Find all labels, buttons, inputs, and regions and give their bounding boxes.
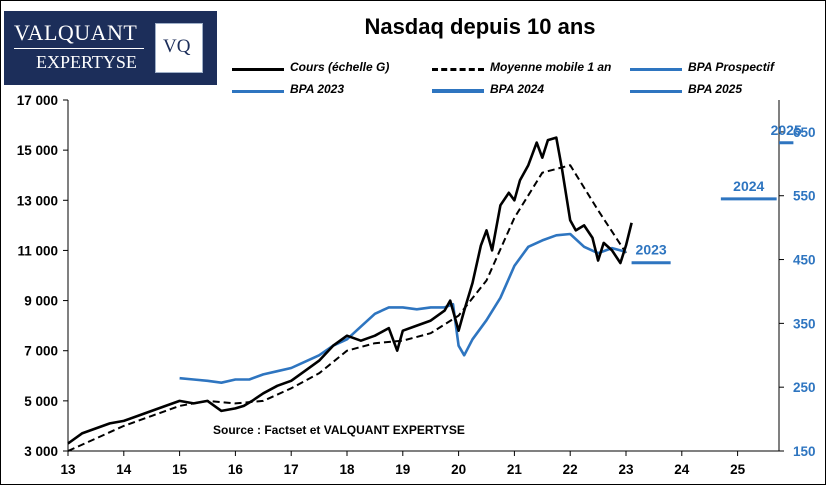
- legend-label-eps-forward: BPA Prospectif: [688, 60, 775, 74]
- eps-target-label-2024: 2024: [733, 178, 764, 194]
- legend-swatch-eps-forward: [630, 68, 682, 71]
- x-tick-label: 25: [730, 462, 746, 477]
- y-left-tick-label: 17 000: [17, 93, 58, 108]
- legend-label-price: Cours (échelle G): [290, 60, 390, 74]
- x-tick-label: 19: [395, 462, 410, 477]
- legend-label-eps-2025: BPA 2025: [688, 82, 743, 96]
- series-line-price: [67, 136, 633, 445]
- chart-title: Nasdaq depuis 10 ans: [364, 14, 596, 39]
- brand-mark-text: VQ: [163, 36, 191, 57]
- y-right-tick-label: 250: [793, 380, 816, 395]
- x-tick-label: 21: [507, 462, 523, 477]
- brand-name-line1: VALQUANT: [14, 20, 138, 45]
- y-right-tick-label: 350: [793, 316, 816, 331]
- y-right-tick-label: 650: [793, 125, 816, 140]
- legend-swatch-eps-2025: [630, 90, 682, 93]
- legend-label-eps-2023: BPA 2023: [290, 82, 345, 96]
- x-tick-label: 13: [60, 462, 76, 477]
- legend-swatch-eps-2023: [232, 90, 284, 93]
- brand-logo: VALQUANT EXPERTYSE VQ: [4, 11, 217, 85]
- brand-rule: [14, 48, 144, 49]
- legend-swatch-average: [432, 68, 484, 71]
- y-left-tick-label: 13 000: [17, 193, 58, 208]
- y-left-tick-label: 15 000: [17, 143, 58, 158]
- y-left-tick-label: 3 000: [24, 444, 58, 459]
- y-right-tick-label: 550: [793, 189, 816, 204]
- eps-target-label-2025: 2025: [771, 122, 802, 138]
- series-line-moving-average: [67, 164, 627, 452]
- x-tick-label: 20: [451, 462, 466, 477]
- x-tick-label: 15: [172, 462, 188, 477]
- series-line-eps-forward: [179, 232, 627, 385]
- y-left-tick-label: 7 000: [24, 344, 58, 359]
- x-tick-label: 14: [116, 462, 132, 477]
- x-tick-label: 22: [563, 462, 578, 477]
- legend-swatch-eps-2024: [432, 89, 484, 93]
- y-right-tick-label: 450: [793, 253, 816, 268]
- x-tick-label: 18: [339, 462, 355, 477]
- y-left-tick-label: 9 000: [24, 294, 58, 309]
- legend-label-average: Moyenne mobile 1 an: [490, 60, 612, 74]
- legend-swatch-price: [232, 68, 284, 71]
- legend-label-eps-2024: BPA 2024: [490, 82, 545, 96]
- brand-mark-icon: VQ: [155, 23, 203, 73]
- x-tick-label: 24: [674, 462, 690, 477]
- x-tick-label: 23: [618, 462, 634, 477]
- brand-name-line2: EXPERTYSE: [36, 52, 137, 72]
- y-right-tick-label: 150: [793, 444, 816, 459]
- x-tick-label: 16: [228, 462, 244, 477]
- y-left-tick-label: 5 000: [24, 394, 58, 409]
- source-note: Source : Factset et VALQUANT EXPERTYSE: [213, 423, 465, 437]
- eps-target-label-2023: 2023: [636, 242, 667, 258]
- y-left-tick-label: 11 000: [17, 243, 58, 258]
- x-tick-label: 17: [284, 462, 299, 477]
